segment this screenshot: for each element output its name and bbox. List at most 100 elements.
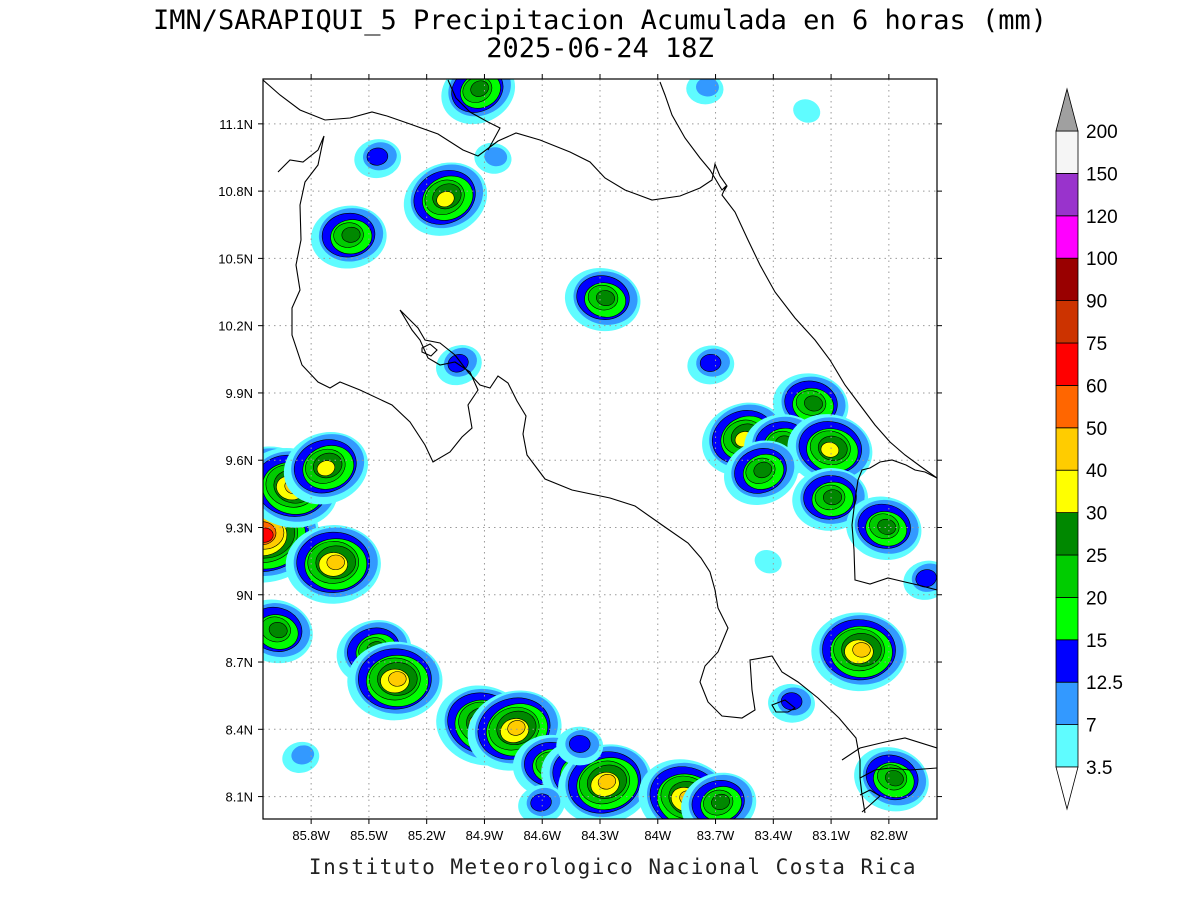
lon-tick-label: 85.8W — [292, 828, 330, 843]
legend-swatch-75 — [1055, 300, 1079, 344]
precip-cell — [310, 205, 387, 269]
precip-cell — [263, 599, 313, 664]
lat-tick-label: 9.3N — [226, 520, 253, 535]
legend-label: 12.5 — [1086, 673, 1123, 694]
precip-level-12.5 — [569, 735, 591, 753]
color-legend: 3.5 7 12.5 15 20 25 30 40 50 60 75 90 100 120 150 200 — [1055, 87, 1123, 811]
lat-tick-label: 9.9N — [226, 386, 253, 401]
precip-cell — [283, 432, 368, 505]
longitude-axis: 85.8W 85.5W 85.2W 84.9W 84.6W 84.3W 84W 83.7W 83… — [292, 74, 908, 843]
legend-label: 90 — [1086, 292, 1107, 313]
nicaragua-border — [386, 115, 728, 201]
legend-max-arrow — [1055, 87, 1079, 132]
precip-level-25 — [341, 226, 361, 243]
lon-tick-label: 83.7W — [697, 828, 735, 843]
lat-tick-label: 8.4N — [226, 722, 253, 737]
lon-tick-label: 85.2W — [408, 828, 446, 843]
precip-level-30 — [316, 460, 336, 477]
precip-cell — [282, 741, 320, 773]
precip-cell — [556, 726, 604, 766]
map-grid — [263, 79, 937, 819]
precip-level-40 — [326, 554, 345, 570]
legend-label: 3.5 — [1086, 758, 1112, 779]
panama-border — [851, 459, 937, 813]
precip-cell — [793, 99, 821, 123]
legend-swatch-15 — [1055, 597, 1079, 641]
precip-cell — [441, 79, 516, 125]
precip-level-30 — [436, 191, 455, 208]
precip-cell — [564, 267, 641, 332]
precip-level-25 — [268, 622, 288, 639]
precip-level-7 — [484, 147, 508, 167]
legend-swatch-60 — [1055, 342, 1079, 386]
coastline-borders — [263, 79, 937, 814]
lon-tick-label: 84.9W — [466, 828, 504, 843]
precip-level-60 — [263, 527, 274, 543]
precip-cell — [474, 142, 512, 174]
precip-level-25 — [885, 770, 904, 787]
precipitation-field — [263, 79, 937, 819]
precip-level-25 — [804, 395, 823, 412]
precip-cell — [846, 496, 922, 560]
legend-label: 25 — [1086, 546, 1107, 567]
legend-swatch-12.5 — [1055, 639, 1079, 683]
panama-coast — [841, 737, 937, 761]
legend-label: 200 — [1086, 122, 1118, 143]
lon-tick-label: 83.4W — [755, 828, 793, 843]
precip-cell — [518, 784, 565, 819]
lat-tick-label: 8.7N — [226, 655, 253, 670]
precip-cell — [686, 79, 724, 105]
precip-cell — [354, 139, 402, 179]
legend-swatch-20 — [1055, 554, 1079, 598]
lat-tick-label: 11.1N — [219, 117, 253, 132]
lon-tick-label: 84.3W — [581, 828, 619, 843]
precip-level-12.5 — [915, 569, 937, 588]
legend-label: 20 — [1086, 588, 1107, 609]
precip-level-7 — [291, 745, 315, 765]
precip-level-40 — [388, 671, 407, 687]
nicaragua-pacific — [263, 79, 388, 121]
legend-swatch-30 — [1055, 469, 1079, 514]
legend-label: 75 — [1086, 334, 1107, 355]
precip-level-25 — [823, 489, 843, 506]
chart-subtitle: 2025-06-24 18Z — [486, 33, 714, 64]
lat-tick-label: 8.1N — [226, 790, 253, 805]
credit-text: Instituto Meteorologico Nacional Costa R… — [308, 855, 918, 879]
lon-tick-label: 84.6W — [523, 828, 561, 843]
legend-label: 7 — [1086, 716, 1097, 737]
legend-swatch-150 — [1055, 130, 1079, 174]
legend-swatch-90 — [1055, 257, 1079, 302]
precip-level-7 — [696, 79, 719, 97]
lon-tick-label: 82.8W — [870, 828, 908, 843]
precip-cell — [811, 612, 907, 692]
precip-level-3.5 — [793, 99, 821, 123]
legend-swatch-50 — [1055, 384, 1079, 429]
legend-label: 150 — [1086, 164, 1118, 185]
precip-cell — [854, 747, 929, 812]
osa-peninsula — [771, 699, 796, 713]
lat-tick-label: 10.8N — [218, 184, 253, 199]
precip-level-25 — [753, 461, 773, 479]
legend-label: 60 — [1086, 376, 1107, 397]
legend-min-arrow — [1055, 766, 1079, 811]
lat-tick-label: 9N — [236, 588, 253, 603]
precip-cell — [754, 549, 782, 574]
legend-swatch-25 — [1055, 512, 1079, 556]
precip-level-40 — [597, 774, 616, 790]
legend-swatch-120 — [1055, 172, 1079, 217]
lat-tick-label: 10.2N — [218, 319, 253, 334]
precip-level-40 — [852, 642, 871, 658]
precip-cell — [681, 772, 757, 819]
legend-swatch-7 — [1055, 681, 1079, 726]
legend-swatch-3.5 — [1055, 724, 1079, 768]
lon-tick-label: 84W — [644, 828, 671, 843]
precip-cell — [285, 525, 381, 604]
precip-level-12.5 — [699, 353, 722, 372]
lat-tick-label: 10.5N — [218, 251, 253, 266]
precip-cell — [903, 560, 937, 600]
lon-tick-label: 85.5W — [350, 828, 388, 843]
precip-cell — [347, 641, 443, 721]
latitude-axis: 11.1N 10.8N 10.5N 10.2N 9.9N 9.6N 9.3N 9N 8.7N 8.… — [218, 117, 942, 805]
precip-cell — [687, 345, 735, 385]
